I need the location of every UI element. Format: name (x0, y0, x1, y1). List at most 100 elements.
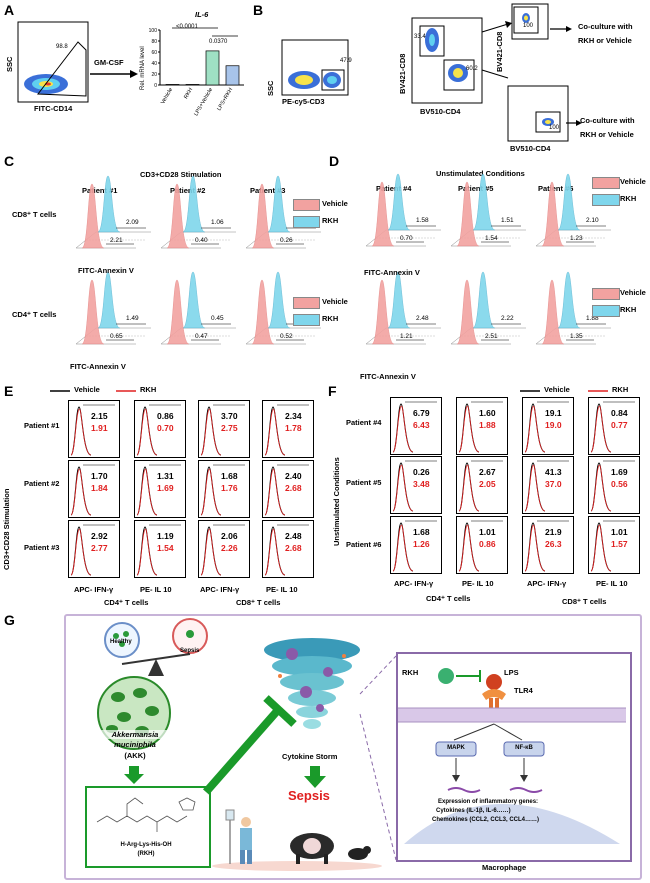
histogram-group-c-cd8: 2.092.211.060.400.300.26 (75, 175, 321, 249)
rkh-histogram (182, 271, 206, 329)
rkh-percent-value: 1.54 (157, 543, 174, 553)
vehicle-percent-value: 2.67 (479, 467, 496, 477)
balance-scale-icon (104, 618, 208, 676)
bar (165, 84, 180, 86)
cd3-x-label: PE-cy5-CD3 (282, 97, 325, 106)
vehicle-histogram (81, 183, 105, 249)
cd8-sorted-y-label: BV421-CD8 (495, 31, 504, 72)
nfkb-node-label: NF-κB (515, 745, 533, 751)
rkh-curve (392, 464, 414, 512)
cytokine-histogram (590, 460, 635, 512)
flow-plot-cd4-sorted (507, 85, 569, 142)
rkh-curve (590, 405, 612, 453)
histogram-group-d-cd8: 1.58 0.70 1.51 1.54 2.10 1.23 (365, 173, 611, 247)
vehicle-percent-value: 1.60 (479, 408, 496, 418)
legend-vehicle-swatch (592, 177, 620, 189)
vehicle-percent-label: 2.21 (110, 237, 123, 244)
down-arrow-icon (304, 766, 326, 788)
cytokine-histogram-cell: 2.15 1.91 (68, 400, 120, 458)
cytokine-histogram (200, 464, 245, 516)
panel-label-a: A (4, 2, 15, 18)
panel-label-c: C (4, 153, 15, 169)
arrow-icon (550, 26, 572, 32)
vehicle-percent-value: 1.01 (611, 527, 628, 537)
coculture-label-1b: RKH or Vehicle (578, 36, 632, 45)
cytokine-histogram (136, 404, 181, 456)
rkh-histogram (387, 271, 411, 329)
rkh-curve (392, 405, 414, 453)
vehicle-percent-value: 2.06 (221, 531, 238, 541)
legend-rkh-line (116, 390, 136, 392)
cytokine-histogram-cell: 1.19 1.54 (134, 520, 186, 578)
rkh-percent-label: 2.48 (416, 315, 429, 322)
legend-rkh-swatch (592, 194, 620, 206)
rkh-percent-value: 3.48 (413, 479, 430, 489)
histogram-group-c-cd4: 1.490.650.450.470.660.52 (75, 271, 321, 345)
cytokine-histogram-cell: 2.40 2.68 (262, 460, 314, 518)
patient-row-label: Patient #6 (346, 540, 382, 549)
group-label-cd4: CD4⁺ T cells (426, 594, 471, 603)
col-label: APC- IFN-γ (394, 579, 434, 588)
patient-1-label: Patient #1 (82, 186, 118, 195)
vehicle-percent-label: 0.65 (110, 333, 123, 340)
legend-rkh-label: RKH (140, 385, 157, 394)
col-label: PE- IL 10 (266, 585, 298, 594)
rkh-percent-label: 1.88 (586, 315, 599, 322)
vehicle-percent-value: 3.70 (221, 411, 238, 421)
vehicle-percent-value: 2.92 (91, 531, 108, 541)
cytokines-text: Cytokines (IL-1β, IL-6……) (436, 808, 511, 814)
col-label: PE- IL 10 (596, 579, 628, 588)
y-tick-label: 60 (151, 50, 157, 56)
rkh-percent-value: 6.43 (413, 420, 430, 430)
rkh-curve (590, 524, 612, 572)
cytokine-histogram (392, 520, 437, 572)
rkh-histogram (472, 271, 496, 329)
p-value-2: 0.0370 (209, 39, 228, 45)
rkh-percent-label: 0.45 (211, 315, 224, 322)
rkh-percent-value: 0.70 (157, 423, 174, 433)
vehicle-histogram (251, 183, 275, 249)
rkh-percent-value: 0.86 (479, 539, 496, 549)
cytokine-histogram-cell: 1.01 0.86 (456, 516, 508, 574)
cytokine-histogram (200, 404, 245, 456)
vehicle-percent-value: 19.1 (545, 408, 562, 418)
rkh-histogram (97, 271, 121, 329)
annexin-axis-label-d1: FITC-Annexin V (364, 268, 420, 277)
cytokine-histogram-cell: 0.84 0.77 (588, 397, 640, 455)
cytokine-histogram (524, 460, 569, 512)
cd4-sorted-percent: 100 (549, 125, 560, 131)
cytokine-histogram-cell: 21.9 26.3 (522, 516, 574, 574)
rkh-curve (264, 528, 286, 576)
legend-vehicle-line (520, 390, 540, 392)
col-label: APC- IFN-γ (200, 585, 240, 594)
cd8-sorted-percent: 100 (523, 23, 534, 29)
akk-name-3: (AKK) (124, 751, 146, 760)
chemokines-text: Chemokines (CCL2, CCL3, CCL4……) (432, 817, 540, 823)
rkh-percent-value: 1.91 (91, 423, 108, 433)
cd4-x-label: BV510-CD4 (420, 107, 461, 116)
coculture-label-2b: RKH or Vehicle (580, 130, 634, 139)
cytokine-histogram (458, 460, 503, 512)
vehicle-histogram (541, 279, 565, 345)
vehicle-percent-value: 0.84 (611, 408, 628, 418)
cytokine-histogram-cell: 2.92 2.77 (68, 520, 120, 578)
cytokine-histogram (264, 464, 309, 516)
cytokine-histogram (524, 520, 569, 572)
rkh-percent-label: 2.22 (501, 315, 514, 322)
rkh-histogram (557, 271, 581, 329)
patient-row-label: Patient #1 (24, 421, 60, 430)
rkh-percent-value: 1.57 (611, 539, 628, 549)
cd8-row-label: CD8⁺ T cells (12, 210, 57, 219)
gate-percent: 98.8 (56, 44, 68, 50)
bar (185, 84, 200, 86)
sepsis-small-label: Sepsis (180, 648, 200, 654)
legend-vehicle-label: Vehicle (620, 288, 646, 297)
rkh-histogram (472, 173, 496, 231)
patient-row-label: Patient #3 (24, 543, 60, 552)
rkh-curve (136, 468, 158, 516)
rkh-percent-value: 2.77 (91, 543, 108, 553)
tlr4-node-label: TLR4 (514, 686, 533, 695)
cytokine-histogram-cell: 1.31 1.69 (134, 460, 186, 518)
vehicle-histogram (456, 181, 480, 247)
group-label-cd8: CD8⁺ T cells (236, 598, 281, 607)
